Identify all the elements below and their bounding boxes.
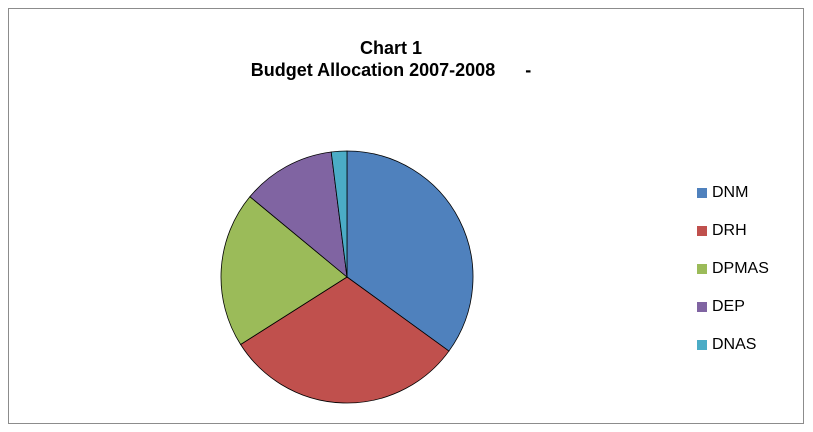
pie-chart [9,9,803,423]
legend-swatch [697,264,707,274]
chart-frame: Chart 1 Budget Allocation 2007-2008 - DN… [8,8,804,424]
legend-label: DNM [712,183,748,203]
legend-label: DNAS [712,335,756,355]
legend-swatch [697,226,707,236]
legend-label: DPMAS [712,259,769,279]
legend-swatch [697,340,707,350]
legend-label: DRH [712,221,747,241]
legend-swatch [697,188,707,198]
legend-swatch [697,302,707,312]
legend-label: DEP [712,297,745,317]
